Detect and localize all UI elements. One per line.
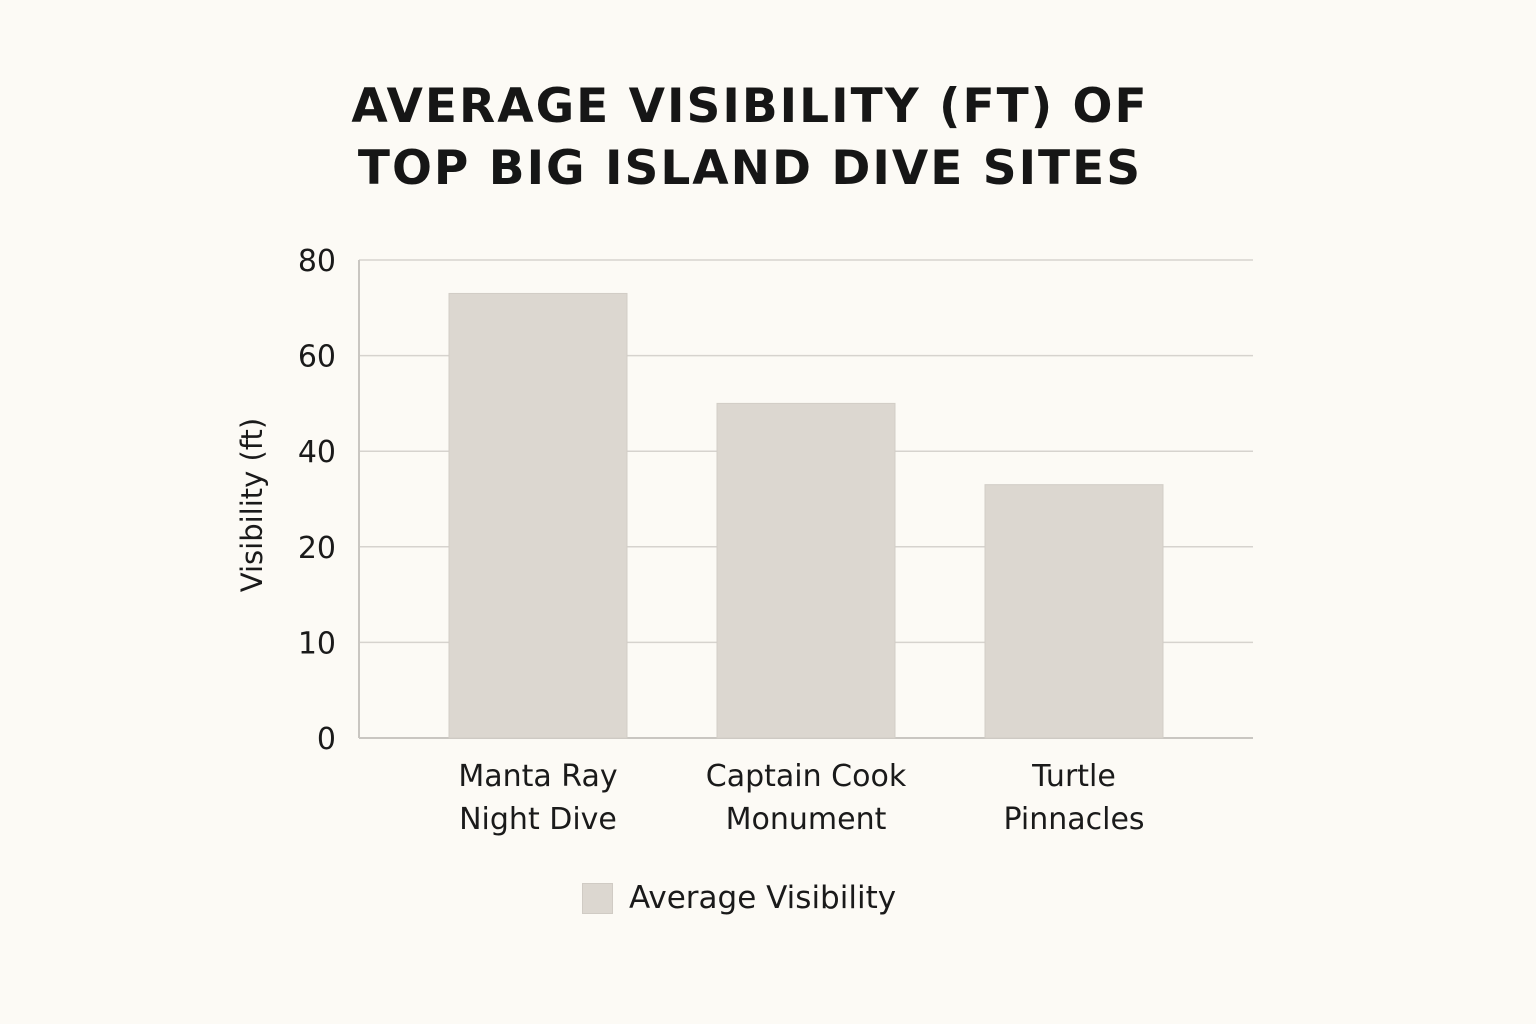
x-tick-label: Turtle [1031, 759, 1116, 794]
y-tick-label: 60 [298, 340, 336, 375]
bar [984, 484, 1164, 739]
legend-label: Average Visibility [629, 880, 897, 916]
x-tick-label: Manta Ray [458, 759, 617, 794]
x-tick-label: Pinnacles [1003, 802, 1144, 837]
y-tick-label: 0 [317, 722, 336, 757]
chart-title-line-1: AVERAGE VISIBILITY (FT) OF [351, 79, 1149, 134]
y-tick-label: 80 [298, 244, 336, 279]
bar [716, 402, 896, 739]
chart-title-line-2: TOP BIG ISLAND DIVE SITES [357, 141, 1143, 196]
legend: Average Visibility [582, 880, 896, 916]
y-tick-label: 20 [298, 531, 336, 566]
legend-swatch [582, 882, 613, 914]
x-tick-label: Night Dive [459, 802, 617, 837]
bar [448, 292, 628, 739]
y-tick-label: 40 [298, 435, 336, 470]
x-tick-label: Monument [726, 802, 887, 837]
chart-title: AVERAGE VISIBILITY (FT) OF TOP BIG ISLAN… [0, 76, 1500, 200]
x-tick-label: Captain Cook [706, 759, 907, 794]
y-tick-label: 10 [298, 626, 336, 661]
